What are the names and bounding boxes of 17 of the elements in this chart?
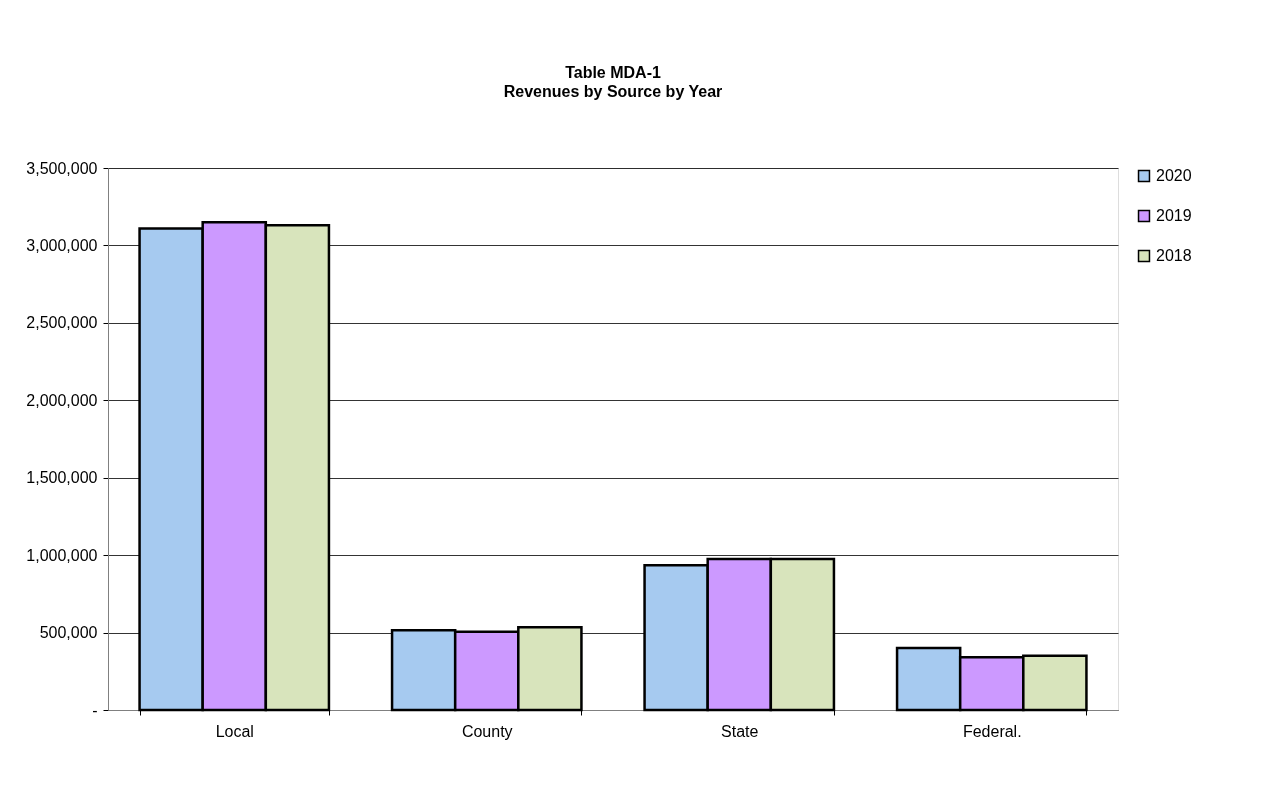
y-tick-label: 1,000,000 (26, 546, 98, 564)
y-tick-label: 2,000,000 (26, 391, 98, 409)
legend-label: 2019 (1156, 207, 1192, 224)
x-tick-label: Local (215, 722, 254, 740)
y-tick-label: 500,000 (39, 624, 98, 642)
x-tick-label: County (461, 722, 513, 740)
y-tick-label: 3,000,000 (26, 236, 98, 254)
legend-label: 2018 (1156, 247, 1192, 264)
y-tick-label: 2,500,000 (26, 314, 98, 332)
chart-title: Table MDA-1 (565, 64, 661, 81)
x-tick-label: State (721, 722, 759, 740)
chart-subtitle: Revenues by Source by Year (503, 83, 723, 100)
y-tick-label: 1,500,000 (26, 469, 98, 487)
y-tick-label: - (92, 701, 98, 719)
legend-label: 2020 (1156, 167, 1192, 184)
x-tick-label: Federal. (962, 722, 1022, 740)
y-tick-label: 3,500,000 (26, 159, 98, 177)
